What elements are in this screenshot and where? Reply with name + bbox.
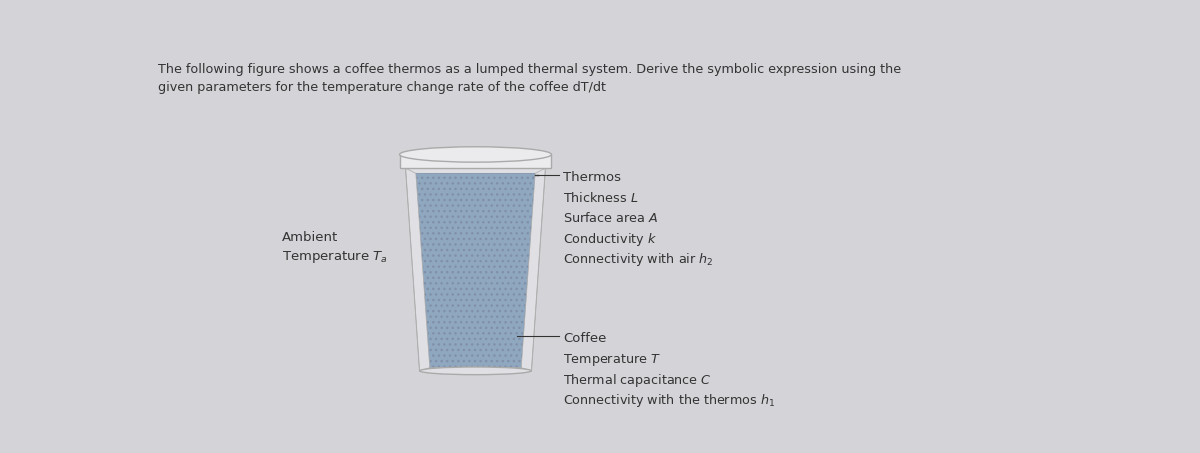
Text: Surface area $A$: Surface area $A$ xyxy=(563,211,659,225)
Polygon shape xyxy=(400,154,552,169)
Text: Temperature $T_a$: Temperature $T_a$ xyxy=(282,249,388,265)
Text: Conductivity $k$: Conductivity $k$ xyxy=(563,231,658,248)
Polygon shape xyxy=(521,169,545,371)
Text: Connectivity with the thermos $h_1$: Connectivity with the thermos $h_1$ xyxy=(563,392,775,410)
Text: Thermos: Thermos xyxy=(563,171,622,184)
Text: Temperature $T$: Temperature $T$ xyxy=(563,352,661,368)
Polygon shape xyxy=(420,368,532,371)
Text: Thermal capacitance $C$: Thermal capacitance $C$ xyxy=(563,372,712,390)
Ellipse shape xyxy=(420,367,532,375)
Polygon shape xyxy=(416,173,535,368)
Text: Thickness $L$: Thickness $L$ xyxy=(563,191,638,205)
Polygon shape xyxy=(406,169,545,371)
Text: given parameters for the temperature change rate of the coffee dT/dt: given parameters for the temperature cha… xyxy=(157,81,606,94)
Text: Connectivity with air $h_2$: Connectivity with air $h_2$ xyxy=(563,251,714,268)
Text: Ambient: Ambient xyxy=(282,231,338,244)
Text: Coffee: Coffee xyxy=(563,333,606,345)
Ellipse shape xyxy=(400,147,552,162)
Text: The following figure shows a coffee thermos as a lumped thermal system. Derive t: The following figure shows a coffee ther… xyxy=(157,63,901,76)
Polygon shape xyxy=(406,169,430,371)
